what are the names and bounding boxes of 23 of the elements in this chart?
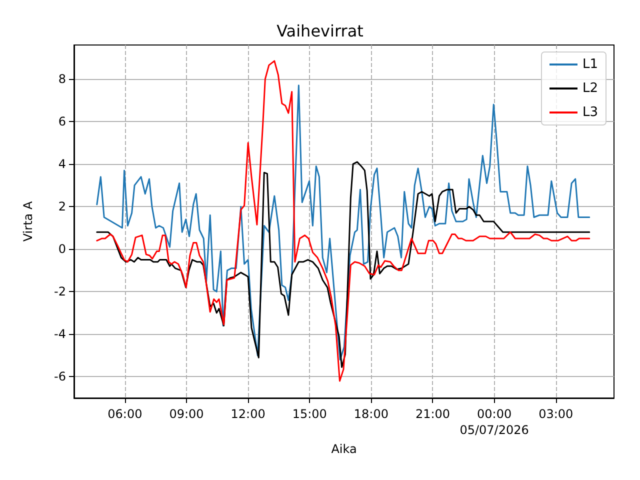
x-tick-label: 15:00 [292, 407, 327, 421]
y-tick-label: 8 [58, 72, 66, 86]
x-tick-label: 06:00 [108, 407, 142, 421]
legend-label: L2 [582, 81, 598, 96]
x-tick-label: 03:00 [538, 407, 574, 421]
legend-label: L1 [582, 57, 598, 72]
x-tick-label: 12:00 [230, 407, 266, 421]
legend-label: L3 [582, 105, 598, 120]
line-series [96, 161, 590, 368]
y-tick-label: 0 [58, 242, 66, 256]
y-tick-label: 4 [58, 157, 66, 172]
y-tick-label: 2 [58, 200, 66, 214]
x-tick-label: 00:00 05/07/2026 [460, 407, 529, 437]
x-tick-label: 09:00 [169, 407, 204, 421]
x-tick-label: 21:00 [415, 407, 450, 421]
x-tick-label: 18:00 [354, 407, 388, 421]
y-tick-label: -4 [54, 327, 66, 342]
y-tick-label: -6 [54, 370, 66, 384]
x-axis-title: Aika [331, 442, 357, 456]
y-tick-label: -2 [54, 284, 66, 299]
chart-title: Vaihevirrat [276, 22, 364, 40]
y-tick-label: 6 [58, 114, 66, 129]
y-axis-title: Virta A [21, 200, 35, 242]
